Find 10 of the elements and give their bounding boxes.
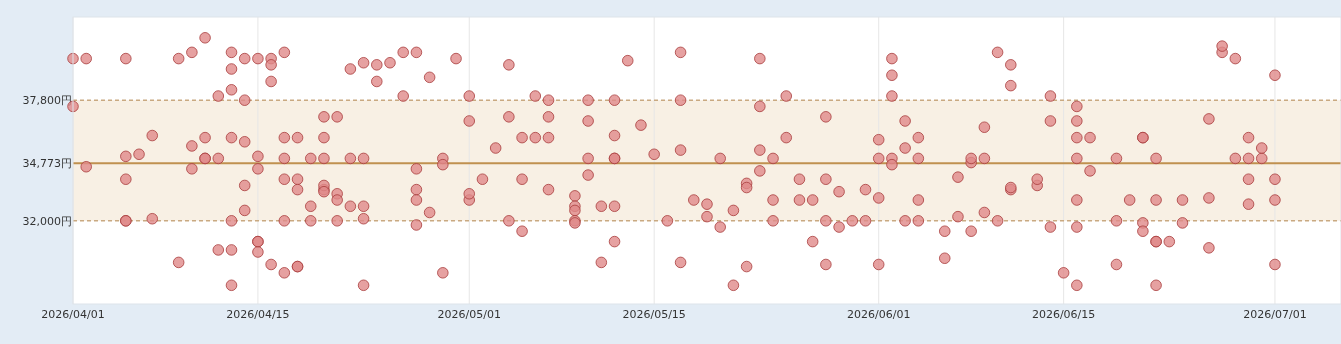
x-tick-label: 2026/06/01 xyxy=(847,308,911,321)
x-tick-label: 2026/04/01 xyxy=(41,308,105,321)
x-tick-label: 2026/05/15 xyxy=(622,308,686,321)
y-tick-label: 32,000円 xyxy=(22,214,72,228)
y-tick-label: 37,800円 xyxy=(22,94,72,108)
x-tick-label: 2026/04/15 xyxy=(226,308,290,321)
x-tick-label: 2026/06/15 xyxy=(1031,308,1096,321)
x-tick-label: 2026/07/01 xyxy=(1243,308,1307,321)
x-tick-label: 2026/05/01 xyxy=(437,308,501,321)
y-tick-label: 34,773円 xyxy=(22,157,72,171)
